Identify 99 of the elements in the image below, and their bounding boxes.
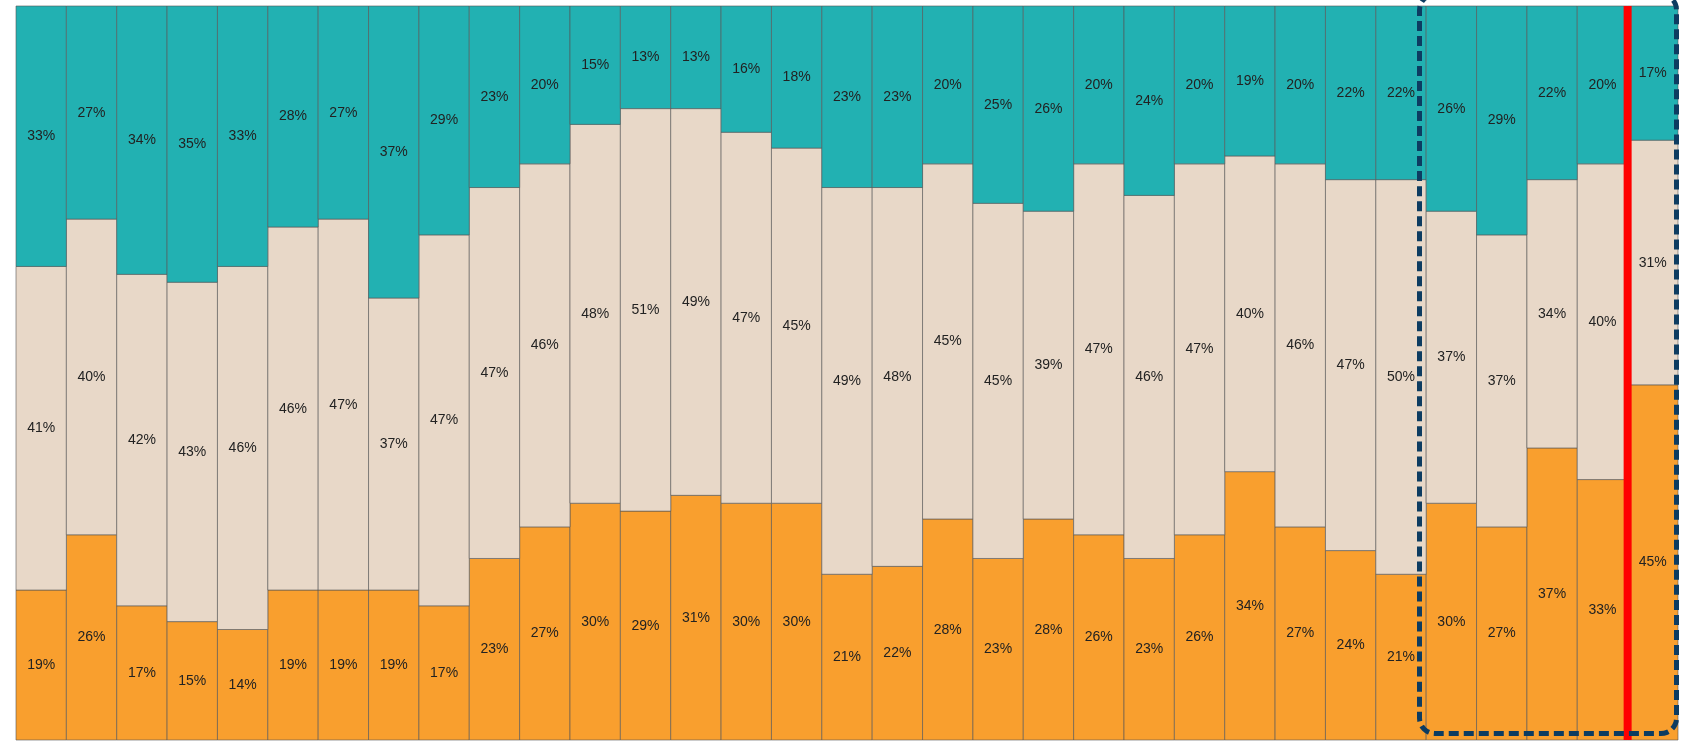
data-label: 49% bbox=[681, 292, 710, 309]
data-label: 14% bbox=[228, 675, 257, 692]
data-label: 26% bbox=[1437, 99, 1466, 116]
data-label: 34% bbox=[1235, 596, 1264, 613]
data-label: 31% bbox=[1638, 253, 1667, 270]
data-label: 49% bbox=[832, 371, 862, 388]
data-label: 37% bbox=[379, 435, 408, 452]
data-label: 21% bbox=[1386, 648, 1416, 665]
data-label: 27% bbox=[1487, 624, 1516, 641]
data-label: 20% bbox=[1286, 75, 1315, 92]
data-label: 34% bbox=[127, 131, 156, 148]
data-label: 37% bbox=[1487, 371, 1516, 388]
data-label: 20% bbox=[1084, 75, 1113, 92]
data-label: 45% bbox=[984, 371, 1013, 388]
data-label: 19% bbox=[379, 656, 408, 673]
data-label: 48% bbox=[883, 367, 912, 384]
data-label: 35% bbox=[178, 135, 207, 152]
data-label: 27% bbox=[1286, 624, 1315, 641]
data-label: 29% bbox=[1487, 111, 1516, 128]
data-label: 29% bbox=[631, 616, 660, 633]
data-label: 27% bbox=[530, 624, 559, 641]
data-label: 23% bbox=[480, 87, 509, 104]
data-label: 27% bbox=[329, 103, 358, 120]
data-label: 46% bbox=[1286, 336, 1315, 353]
data-label: 23% bbox=[984, 640, 1013, 657]
data-label: 27% bbox=[77, 103, 106, 120]
data-label: 51% bbox=[631, 300, 660, 317]
data-label: 47% bbox=[1336, 356, 1365, 373]
data-label: 15% bbox=[581, 56, 610, 73]
data-label: 21% bbox=[832, 648, 862, 665]
data-label: 23% bbox=[1135, 640, 1164, 657]
data-label: 30% bbox=[1437, 612, 1466, 629]
data-label: 28% bbox=[933, 620, 962, 637]
data-label: 37% bbox=[1437, 348, 1466, 365]
data-label: 20% bbox=[530, 75, 559, 92]
data-label: 22% bbox=[1336, 83, 1365, 100]
data-label: 45% bbox=[933, 332, 962, 349]
data-label: 17% bbox=[127, 663, 156, 680]
data-label: 25% bbox=[984, 95, 1013, 112]
data-label: 23% bbox=[480, 640, 509, 657]
data-label: 43% bbox=[178, 442, 207, 459]
data-label: 20% bbox=[1588, 75, 1617, 92]
data-label: 24% bbox=[1135, 91, 1164, 108]
data-label: 19% bbox=[1235, 71, 1264, 88]
data-label: 40% bbox=[77, 367, 106, 384]
data-label: 45% bbox=[1638, 553, 1667, 570]
data-label: 24% bbox=[1336, 636, 1365, 653]
data-label: 22% bbox=[1538, 83, 1567, 100]
data-label: 17% bbox=[1638, 64, 1667, 81]
data-label: 23% bbox=[832, 87, 862, 104]
data-label: 13% bbox=[631, 48, 660, 65]
data-label: 28% bbox=[278, 107, 308, 124]
data-label: 37% bbox=[1538, 584, 1567, 601]
data-label: 13% bbox=[681, 48, 710, 65]
data-label: 50% bbox=[1386, 367, 1416, 384]
data-label: 46% bbox=[530, 336, 559, 353]
data-label: 19% bbox=[27, 656, 56, 673]
data-label: 48% bbox=[581, 304, 610, 321]
data-label: 46% bbox=[228, 438, 257, 455]
data-label: 18% bbox=[782, 68, 811, 85]
data-label: 45% bbox=[782, 316, 811, 333]
data-label: 47% bbox=[430, 411, 459, 428]
data-label: 33% bbox=[27, 127, 56, 144]
data-label: 22% bbox=[883, 644, 912, 661]
data-label: 16% bbox=[732, 60, 761, 77]
data-label: 20% bbox=[933, 75, 962, 92]
data-label: 46% bbox=[278, 399, 308, 416]
data-label: 37% bbox=[379, 143, 408, 160]
data-label: 29% bbox=[430, 111, 459, 128]
data-label: 40% bbox=[1235, 304, 1264, 321]
data-label: 47% bbox=[329, 395, 358, 412]
data-label: 47% bbox=[1185, 340, 1214, 357]
data-label: 47% bbox=[480, 364, 509, 380]
data-label: 19% bbox=[278, 656, 308, 673]
data-label: 19% bbox=[329, 656, 358, 673]
data-label: 34% bbox=[1538, 304, 1567, 321]
data-label: 15% bbox=[178, 671, 207, 688]
data-label: 30% bbox=[782, 612, 811, 629]
data-label: 26% bbox=[1084, 628, 1113, 645]
data-label: 28% bbox=[1034, 620, 1063, 637]
data-label: 30% bbox=[732, 612, 761, 629]
data-label: 26% bbox=[1185, 628, 1214, 645]
data-label: 33% bbox=[228, 127, 257, 144]
data-label: 20% bbox=[1185, 75, 1214, 92]
data-label: 41% bbox=[27, 419, 56, 436]
data-label: 30% bbox=[581, 612, 610, 629]
data-label: 22% bbox=[1386, 83, 1416, 100]
data-label: 26% bbox=[1034, 99, 1063, 116]
data-label: 17% bbox=[430, 663, 459, 680]
data-label: 31% bbox=[681, 608, 710, 625]
data-label: 42% bbox=[127, 431, 156, 448]
data-label: 39% bbox=[1034, 356, 1063, 373]
data-label: 47% bbox=[1084, 340, 1113, 357]
data-label: 46% bbox=[1135, 367, 1164, 384]
data-label: 33% bbox=[1588, 600, 1617, 617]
data-label: 40% bbox=[1588, 312, 1617, 329]
data-label: 26% bbox=[77, 628, 106, 645]
data-label: 23% bbox=[883, 87, 912, 104]
data-label: 47% bbox=[732, 308, 761, 325]
